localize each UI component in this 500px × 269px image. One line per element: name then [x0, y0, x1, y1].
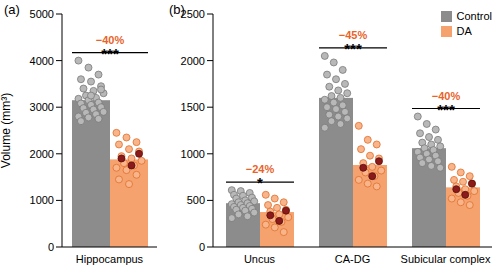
svg-text:0: 0: [48, 241, 54, 253]
html-text:(b): (b): [169, 2, 185, 17]
svg-text:5000: 5000: [30, 8, 54, 20]
svg-text:−40%: −40%: [96, 34, 125, 46]
svg-text:−40%: −40%: [432, 90, 461, 102]
svg-text:*: *: [257, 174, 263, 191]
svg-text:2000: 2000: [181, 55, 205, 67]
svg-text:4000: 4000: [30, 55, 54, 67]
html-text:Control: Control: [456, 10, 492, 22]
svg-text:1000: 1000: [181, 148, 205, 160]
html-text:DA: DA: [456, 25, 472, 37]
svg-text:1500: 1500: [181, 101, 205, 113]
svg-text:Hippocampus: Hippocampus: [76, 253, 144, 265]
svg-text:***: ***: [437, 101, 455, 118]
svg-text:0: 0: [199, 241, 205, 253]
svg-text:1000: 1000: [30, 194, 54, 206]
svg-text:−24%: −24%: [246, 163, 275, 175]
svg-text:***: ***: [344, 40, 362, 57]
svg-text:CA-DG: CA-DG: [335, 253, 370, 265]
svg-text:Volume (mm³): Volume (mm³): [8, 93, 13, 168]
svg-text:−45%: −45%: [339, 29, 368, 41]
html-text:(a): (a): [4, 2, 20, 17]
svg-text:2000: 2000: [30, 148, 54, 160]
svg-text:Uncus: Uncus: [244, 253, 276, 265]
svg-text:2500: 2500: [180, 7, 205, 20]
svg-text:***: ***: [101, 45, 119, 62]
svg-text:Subicular complex: Subicular complex: [401, 253, 491, 265]
svg-text:3000: 3000: [30, 101, 54, 113]
svg-text:500: 500: [187, 194, 205, 206]
